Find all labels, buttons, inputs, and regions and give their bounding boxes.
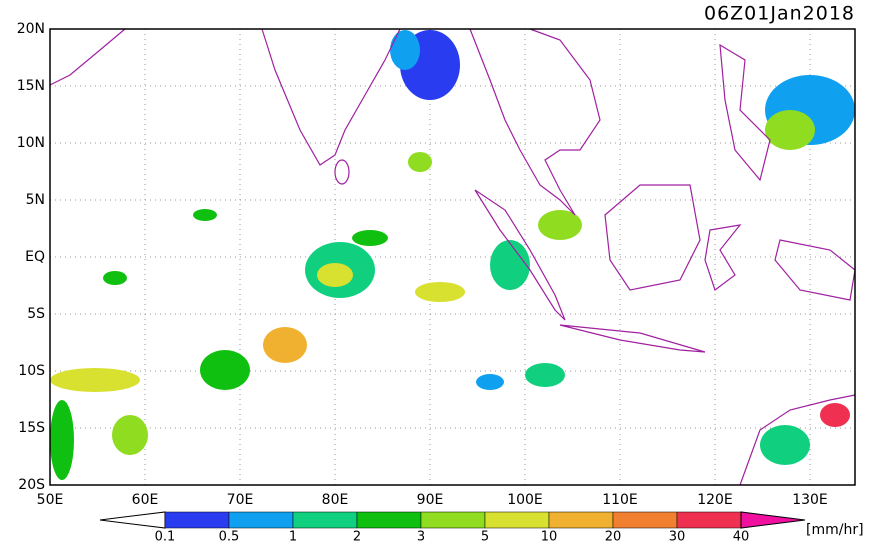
lat-label: 15S	[18, 420, 45, 436]
colorbar-label: 20	[605, 530, 622, 544]
rain-area	[476, 374, 504, 390]
rain-area	[112, 415, 148, 455]
rain-area	[263, 327, 307, 363]
colorbar-label: 10	[541, 530, 558, 544]
colorbar-segment	[228, 511, 294, 529]
colorbar-segment	[164, 511, 230, 529]
lat-label: 5S	[27, 306, 45, 322]
lat-label: EQ	[25, 249, 45, 265]
coastlines	[49, 28, 856, 486]
coastline	[334, 159, 350, 185]
rain-area	[490, 240, 530, 290]
precipitation	[50, 30, 855, 480]
rain-area	[538, 210, 582, 240]
colorbar-label: 1	[289, 530, 297, 544]
lat-label: 15N	[17, 78, 45, 94]
coastline	[704, 224, 742, 291]
timestamp: 06Z01Jan2018	[704, 3, 855, 25]
lon-label: 60E	[132, 492, 159, 508]
rain-area	[200, 350, 250, 390]
coastline	[469, 28, 601, 216]
colorbar-segment	[548, 511, 614, 529]
lon-label: 70E	[227, 492, 254, 508]
rain-area	[760, 425, 810, 465]
colorbar-label: 5	[481, 530, 489, 544]
lat-label: 20N	[17, 21, 45, 37]
colorbar-unit: [mm/hr]	[806, 522, 864, 538]
lat-label: 10N	[17, 135, 45, 151]
colorbar-label: 3	[417, 530, 425, 544]
colorbar-label: 0.5	[219, 530, 240, 544]
rain-area	[193, 209, 217, 221]
rain-area	[408, 152, 432, 172]
coastline	[474, 189, 566, 321]
rain-area	[103, 271, 127, 285]
colorbar-segment	[484, 511, 550, 529]
lon-label: 120E	[697, 492, 733, 508]
coastline	[604, 184, 701, 291]
coastline	[49, 28, 126, 86]
rain-area	[317, 263, 353, 287]
rain-area	[390, 30, 420, 70]
colorbar: [mm/hr] 0.1 0.5 1 2 3 5 10 20 30 40	[99, 511, 864, 544]
lon-label: 80E	[322, 492, 349, 508]
coastline	[719, 43, 771, 182]
coastline	[774, 239, 856, 301]
rain-area	[415, 282, 465, 302]
colorbar-label: 30	[669, 530, 686, 544]
rain-area	[765, 110, 815, 150]
coastline	[739, 394, 856, 486]
rain-area	[352, 230, 388, 246]
rain-area	[50, 368, 140, 392]
lat-label: 5N	[26, 192, 45, 208]
lon-label: 100E	[507, 492, 543, 508]
rain-area	[50, 400, 74, 480]
lon-label: 90E	[417, 492, 444, 508]
lat-label: 10S	[18, 363, 45, 379]
lon-label: 110E	[602, 492, 638, 508]
colorbar-segment	[612, 511, 678, 529]
coastline	[261, 28, 401, 166]
lon-label: 130E	[792, 492, 828, 508]
lat-label: 20S	[18, 477, 45, 493]
map-frame	[49, 28, 856, 486]
colorbar-segment	[420, 511, 486, 529]
lon-label: 50E	[37, 492, 64, 508]
colorbar-segment	[292, 511, 358, 529]
colorbar-label: 0.1	[155, 530, 176, 544]
colorbar-segment	[356, 511, 422, 529]
rain-area	[525, 363, 565, 387]
colorbar-end	[740, 511, 806, 529]
colorbar-label: 40	[733, 530, 750, 544]
rain-area	[820, 403, 850, 427]
coastline	[559, 324, 706, 353]
colorbar-segment	[676, 511, 742, 529]
colorbar-label: 2	[353, 530, 361, 544]
